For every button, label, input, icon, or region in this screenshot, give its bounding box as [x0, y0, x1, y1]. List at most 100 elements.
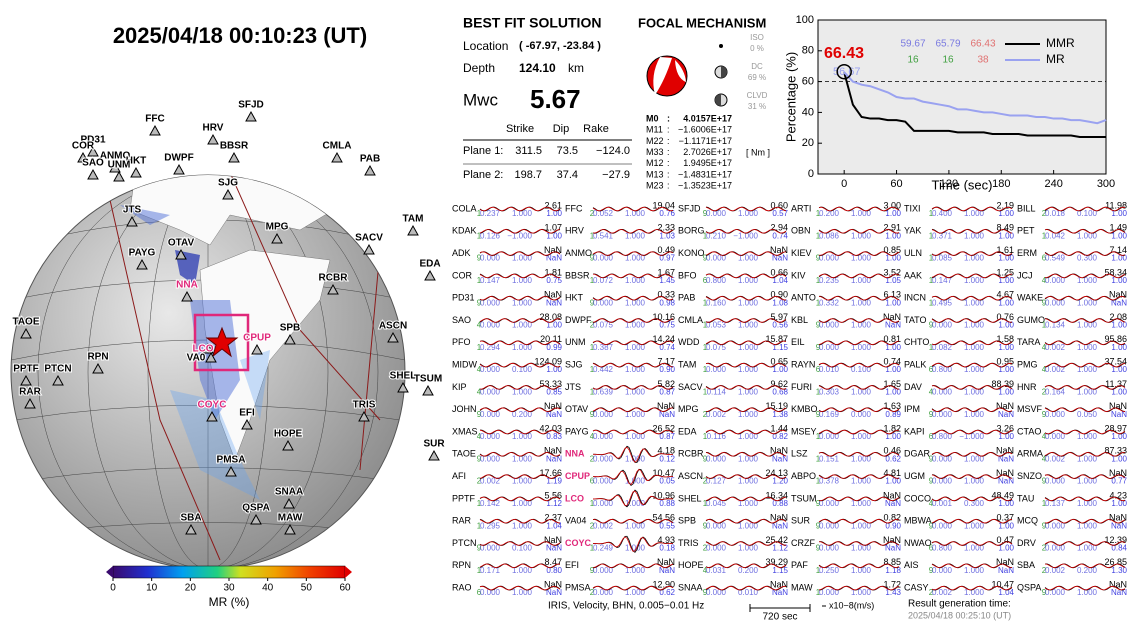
station-param: 1.000	[738, 499, 759, 508]
station-name: QSPA	[1017, 582, 1041, 592]
station-flag: 1	[929, 343, 934, 352]
2-1: :	[667, 136, 670, 146]
footer-units: x10−8(m/s)	[829, 600, 874, 610]
station-amplitude: NaN	[1109, 290, 1127, 300]
station-amplitude: 1.65	[883, 379, 901, 389]
chart-area	[817, 19, 1107, 175]
colorbar	[106, 565, 352, 579]
station-param: 1.00	[998, 365, 1014, 374]
station-param: 1.000	[851, 477, 872, 486]
station-param: 0.000	[593, 454, 614, 463]
station-amplitude: NaN	[883, 312, 901, 322]
station-param: NaN	[772, 454, 788, 463]
waveform-synthetic	[705, 273, 787, 279]
station-param: 0.000	[480, 298, 501, 307]
station-name: PMSA	[565, 582, 591, 592]
station-param: 1.00	[1111, 432, 1127, 441]
station-flag: 2	[929, 588, 934, 597]
waveform-synthetic	[818, 273, 900, 279]
waveform-synthetic	[1044, 541, 1126, 546]
station-flag: 1	[590, 276, 595, 285]
station-amplitude: NaN	[544, 290, 562, 300]
station-param: NaN	[1111, 410, 1127, 419]
station-param: 1.15	[772, 566, 788, 575]
station-param: 1.000	[512, 588, 533, 597]
station-amplitude: 0.95	[996, 356, 1014, 366]
station-param: 1.000	[625, 276, 646, 285]
waveform-synthetic	[479, 585, 561, 591]
station-param: NaN	[659, 410, 675, 419]
station-name: MPG	[678, 404, 699, 414]
station-flag: 1	[816, 298, 821, 307]
station-amplitude: 12.39	[1104, 535, 1127, 545]
waveform-observed	[818, 251, 900, 257]
station-amplitude: 15.87	[765, 334, 788, 344]
station-flag: 2	[590, 321, 595, 330]
colorbar-label: MR (%)	[209, 595, 250, 609]
waveform-synthetic	[479, 407, 561, 412]
station-name: CRZF	[791, 538, 815, 548]
station-param: 1.000	[512, 499, 533, 508]
station-param: 0.000	[593, 477, 614, 486]
station-flag: 4	[477, 365, 482, 374]
station-amplitude: 0.46	[883, 446, 901, 456]
station-name: PPTF	[452, 493, 476, 503]
6-1: :	[667, 181, 670, 191]
station-name: MAW	[791, 582, 813, 592]
waveform-synthetic	[818, 229, 900, 234]
station-label: SACV	[355, 233, 383, 244]
station-param: 1.00	[1111, 388, 1127, 397]
station-param: 1.00	[885, 343, 901, 352]
station-flag: 1	[590, 231, 595, 240]
station-flag: 9	[703, 521, 708, 530]
station-amplitude: 5.56	[544, 490, 562, 500]
station-param: 0.80	[546, 566, 562, 575]
station-name: ADK	[452, 248, 471, 258]
waveform-synthetic	[931, 296, 1013, 301]
station-label: PAB	[360, 154, 380, 165]
station-amplitude: 0.65	[770, 356, 788, 366]
station-amplitude: 10.16	[652, 312, 675, 322]
station-param: 1.000	[964, 298, 985, 307]
station-marker	[251, 343, 263, 355]
station-amplitude: 4.67	[996, 290, 1014, 300]
station-marker	[149, 124, 161, 136]
1-3: −27.9	[602, 169, 630, 181]
station-amplitude: NaN	[770, 579, 788, 589]
station-param: 1.00	[885, 388, 901, 397]
station-name: UNM	[565, 337, 586, 347]
station-param: 0.000	[480, 321, 501, 330]
footer-filter: IRIS, Velocity, BHN, 0.005−0.01 Hz	[548, 601, 704, 612]
station-name: FURI	[791, 382, 812, 392]
station-flag: 6	[703, 276, 708, 285]
station-label: SBA	[180, 513, 201, 524]
station-name: COLA	[452, 203, 477, 213]
station-param: −1.000	[733, 231, 758, 240]
waveform-synthetic	[705, 229, 787, 234]
station-amplitude: 12.90	[652, 579, 675, 589]
station-name: SNZO	[1017, 471, 1042, 481]
station-param: 1.00	[1111, 276, 1127, 285]
station-flag: 1	[477, 343, 482, 352]
station-name: RPN	[452, 560, 471, 570]
station-name: KIEV	[791, 248, 812, 258]
ticks-2: 20	[185, 583, 197, 594]
station-param: 1.19	[546, 477, 562, 486]
station-label: LCO	[192, 344, 213, 355]
station-label: SUR	[423, 439, 445, 450]
station-name: MSEY	[791, 426, 817, 436]
station-param: 1.12	[772, 544, 788, 553]
station-param: 0.082	[932, 343, 953, 352]
station-param: 0.000	[480, 454, 501, 463]
peak-label: 66.43	[824, 45, 864, 62]
station-label: VA0	[187, 353, 206, 364]
station-param: 1.00	[885, 231, 901, 240]
station-flag: 1	[703, 298, 708, 307]
station-param: 0.300	[964, 499, 985, 508]
station-label: QSPA	[242, 503, 270, 514]
station-flag: 6	[929, 432, 934, 441]
station-amplitude: 0.81	[883, 334, 901, 344]
waveform-synthetic	[1044, 407, 1126, 412]
station-param: 1.000	[1077, 432, 1098, 441]
